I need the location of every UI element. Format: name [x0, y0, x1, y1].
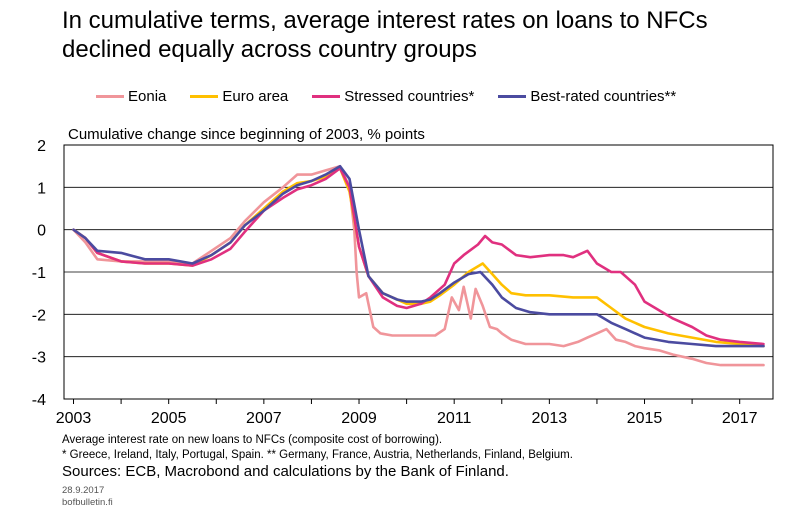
y-tick-label: 1 [37, 180, 46, 197]
y-tick-label: -3 [32, 350, 46, 367]
x-tick-label: 2005 [151, 410, 187, 427]
x-tick-label: 2015 [627, 410, 663, 427]
legend-swatch-stressed [312, 94, 341, 98]
footnote-country-groups: * Greece, Ireland, Italy, Portugal, Spai… [62, 449, 573, 461]
x-tick-label: 2013 [532, 410, 568, 427]
legend-swatch-eonia [96, 94, 124, 98]
x-tick-label: 2017 [722, 410, 758, 427]
x-tick-label: 2007 [246, 410, 282, 427]
x-tick-label: 2009 [341, 410, 377, 427]
y-tick-label: 0 [37, 223, 46, 240]
legend-item-eonia: Eonia [96, 88, 166, 105]
sources-note: Sources: ECB, Macrobond and calculations… [62, 463, 509, 480]
chart-title-line1: In cumulative terms, average interest ra… [62, 7, 708, 34]
site-name: bofbulletin.fi [62, 497, 113, 508]
x-tick-label: 2011 [437, 410, 472, 427]
legend-item-euro-area: Euro area [190, 88, 288, 105]
x-tick-label: 2003 [56, 410, 92, 427]
y-tick-label: -2 [32, 307, 46, 324]
legend-item-best-rated: Best-rated countries** [498, 88, 676, 105]
legend-label-stressed: Stressed countries* [344, 87, 475, 105]
legend-label-best-rated: Best-rated countries** [530, 87, 677, 105]
legend-item-stressed: Stressed countries* [312, 88, 474, 105]
series-line-best-rated [72, 164, 765, 348]
plot-frame [63, 144, 774, 400]
footnote-definition: Average interest rate on new loans to NF… [62, 434, 443, 446]
legend-swatch-euro-area [190, 94, 219, 98]
publication-date: 28.9.2017 [62, 485, 105, 496]
series-line-euro-area [72, 167, 765, 348]
y-tick-label: -4 [32, 392, 46, 409]
y-axis-label: Cumulative change since beginning of 200… [68, 126, 425, 143]
y-tick-label: -1 [32, 265, 46, 282]
legend-swatch-best-rated [498, 94, 527, 98]
chart-title: In cumulative terms, average interest ra… [62, 6, 782, 64]
chart-legend: Eonia Euro area Stressed countries* Best… [96, 86, 700, 106]
line-chart: Cumulative change since beginning of 200… [32, 126, 774, 427]
legend-label-eonia: Eonia [128, 87, 167, 105]
chart-title-line2: declined equally across country groups [62, 36, 477, 63]
series-line-stressed [72, 167, 765, 346]
series-line-eonia [72, 164, 765, 367]
legend-label-euro-area: Euro area [222, 87, 289, 105]
y-tick-label: 2 [37, 138, 46, 155]
